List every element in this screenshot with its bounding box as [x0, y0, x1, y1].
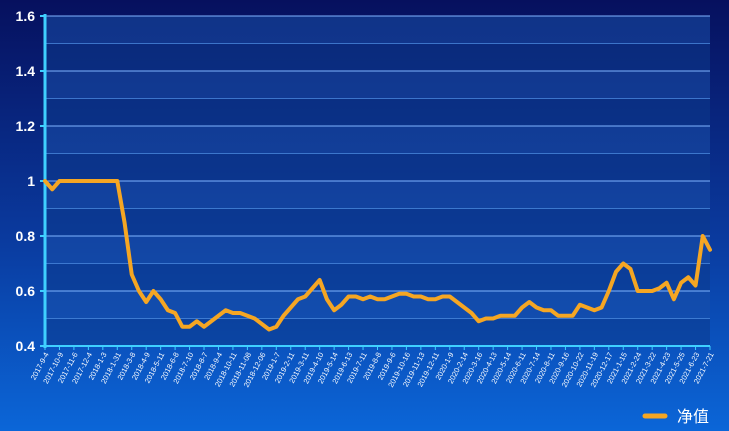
series-line	[43, 179, 712, 332]
plot-band	[45, 318, 710, 346]
y-tick-label: 1	[27, 173, 35, 189]
legend-label: 净值	[677, 408, 709, 426]
plot-band	[45, 71, 710, 99]
plot-band	[45, 208, 710, 236]
series-lines	[43, 179, 712, 332]
plot-band	[45, 181, 710, 209]
plot-band	[45, 43, 710, 71]
plot-band	[45, 263, 710, 291]
plot-band	[45, 126, 710, 154]
y-tick-label: 1.6	[16, 8, 36, 24]
plot-band	[45, 16, 710, 44]
plot-band	[45, 153, 710, 181]
y-tick-label: 0.6	[16, 283, 36, 299]
y-tick-label: 0.4	[16, 338, 36, 354]
plot-band	[45, 291, 710, 319]
plot-bands	[45, 16, 710, 346]
plot-band	[45, 236, 710, 264]
legend: 净值	[642, 408, 709, 426]
y-tick-label: 0.8	[16, 228, 36, 244]
plot-band	[45, 98, 710, 126]
y-tick-label: 1.4	[16, 63, 36, 79]
y-tick-label: 1.2	[16, 118, 36, 134]
